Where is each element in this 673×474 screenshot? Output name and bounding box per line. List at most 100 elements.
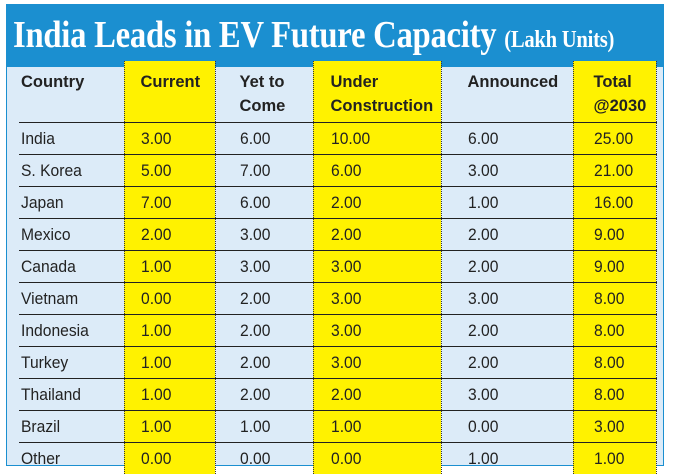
cell-text: 1.00 [467,192,498,212]
cell-text: 16.00 [593,192,633,212]
value-cell: 1.00 [441,441,573,474]
value-cell: 8.00 [572,313,657,346]
cell-text: 8.00 [593,320,624,340]
cell-text: 1.00 [140,256,171,276]
value-cell: 3.00 [312,313,442,346]
column-header: Under Construction [312,61,442,122]
cell-text: 8.00 [593,352,624,372]
value-cell: 3.00 [215,217,313,250]
value-cell: 3.00 [572,409,657,442]
value-cell: 2.00 [215,313,313,346]
value-cell: 2.00 [312,377,442,410]
cell-text: S. Korea [21,160,82,180]
value-cell: 6.00 [215,185,313,218]
cell-text: 8.00 [593,288,624,308]
column-header: Yet to Come [239,73,286,115]
value-cell: 0.00 [123,441,216,474]
cell-text: Indonesia [21,320,89,340]
column-header: Total @2030 [572,61,657,122]
value-cell: 8.00 [572,345,657,378]
cell-text: 2.00 [239,320,270,340]
cell-text: 1.00 [140,416,171,436]
country-cell: S. Korea [19,153,124,186]
cell-text: 2.00 [467,224,498,244]
cell-text: 3.00 [239,256,270,276]
country-cell: Thailand [19,377,124,410]
country-cell: Turkey [19,345,124,378]
value-cell: 2.00 [215,377,313,410]
cell-text: 1.00 [330,416,361,436]
value-cell: 1.00 [572,441,657,474]
value-cell: 2.00 [215,345,313,378]
cell-text: Turkey [21,352,69,372]
value-cell: 6.00 [441,121,573,154]
cell-text: 0.00 [330,448,361,468]
cell-text: 9.00 [593,224,624,244]
table-row: Other 0.00 0.00 0.00 1.00 1.00 [19,441,657,474]
cell-text: 2.00 [467,320,498,340]
cell-text: 0.00 [140,448,171,468]
cell-text: 6.00 [330,160,361,180]
country-cell: Japan [19,185,124,218]
cell-text: 25.00 [593,128,633,148]
infographic-frame: India Leads in EV Future Capacity (Lakh … [6,4,664,474]
cell-text: 3.00 [239,224,270,244]
title: India Leads in EV Future Capacity (Lakh … [13,13,614,57]
cell-text: 6.00 [467,128,498,148]
value-cell: 2.00 [123,217,216,250]
cell-text: India [21,128,55,148]
value-cell: 5.00 [123,153,216,186]
cell-text: Brazil [21,416,61,436]
country-cell: Brazil [19,409,124,442]
cell-text: 1.00 [593,448,624,468]
value-cell: 0.00 [441,409,573,442]
value-cell: 3.00 [123,121,216,154]
cell-text: 2.00 [239,384,270,404]
value-cell: 1.00 [123,409,216,442]
cell-text: 6.00 [239,192,270,212]
value-cell: 3.00 [312,345,442,378]
value-cell: 2.00 [215,281,313,314]
cell-text: Mexico [21,224,71,244]
value-cell: 7.00 [123,185,216,218]
cell-text: 3.00 [467,384,498,404]
country-cell: Canada [19,249,124,282]
country-cell: Mexico [19,217,124,250]
value-cell: 2.00 [441,249,573,282]
table-row: Japan 7.00 6.00 2.00 1.00 16.00 [19,185,657,218]
value-cell: 1.00 [123,345,216,378]
cell-text: 2.00 [330,224,361,244]
table-row: Turkey 1.00 2.00 3.00 2.00 8.00 [19,345,657,378]
cell-text: 2.00 [467,256,498,276]
cell-text: Other [21,448,61,468]
cell-text: 1.00 [140,384,171,404]
table-row: Indonesia 1.00 2.00 3.00 2.00 8.00 [19,313,657,346]
cell-text: 1.00 [467,448,498,468]
title-main: India Leads in EV Future Capacity [13,14,497,56]
value-cell: 1.00 [215,409,313,442]
cell-text: 1.00 [140,320,171,340]
value-cell: 3.00 [312,281,442,314]
capacity-table: Country Current Yet to Come Under Constructio… [19,61,657,474]
cell-text: 1.00 [239,416,270,436]
table-row: Thailand 1.00 2.00 2.00 3.00 8.00 [19,377,657,410]
country-cell: Vietnam [19,281,124,314]
column-header: Announced [467,73,559,91]
cell-text: 3.00 [593,416,624,436]
value-cell: 10.00 [312,121,442,154]
value-cell: 3.00 [441,153,573,186]
value-cell: 9.00 [572,249,657,282]
title-bar: India Leads in EV Future Capacity (Lakh … [7,5,663,67]
cell-text: 8.00 [593,384,624,404]
value-cell: 2.00 [312,217,442,250]
cell-text: 21.00 [593,160,633,180]
cell-text: 7.00 [239,160,270,180]
value-cell: 3.00 [215,249,313,282]
cell-text: 3.00 [467,160,498,180]
cell-text: 3.00 [330,256,361,276]
value-cell: 16.00 [572,185,657,218]
value-cell: 21.00 [572,153,657,186]
value-cell: 8.00 [572,281,657,314]
value-cell: 0.00 [123,281,216,314]
cell-text: 9.00 [593,256,624,276]
